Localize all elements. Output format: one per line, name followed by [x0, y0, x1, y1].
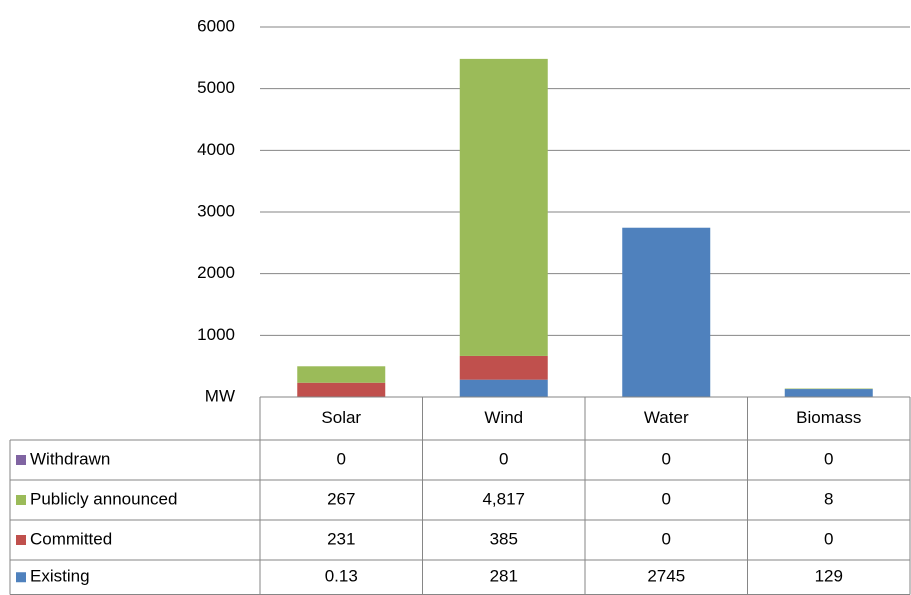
table-value: 0 [824, 449, 833, 468]
legend-swatch [16, 572, 26, 583]
y-tick-label: 1000 [197, 325, 235, 344]
y-tick-label: 2000 [197, 263, 235, 282]
bar-segment [297, 382, 386, 397]
x-tick-label: Biomass [796, 408, 861, 427]
table-value: 129 [815, 567, 843, 586]
x-tick-label: Solar [321, 408, 361, 427]
table-value: 281 [490, 567, 518, 586]
bar-segment [459, 355, 548, 380]
bar-segment [622, 227, 711, 397]
legend-label: Existing [30, 567, 90, 586]
table-value: 2745 [647, 567, 685, 586]
table-value: 0 [662, 489, 671, 508]
legend-swatch [16, 455, 26, 465]
bar-segment [459, 379, 548, 397]
x-tick-label: Wind [484, 408, 523, 427]
table-value: 267 [327, 489, 355, 508]
y-tick-label: 6000 [197, 16, 235, 35]
table-value: 8 [824, 489, 833, 508]
table-value: 0.13 [325, 567, 358, 586]
table-value: 0 [662, 449, 671, 468]
y-tick-label: 4000 [197, 140, 235, 159]
legend-label: Committed [30, 529, 112, 548]
y-tick-label: 5000 [197, 78, 235, 97]
bar-segment [784, 389, 873, 397]
x-tick-label: Water [644, 408, 689, 427]
y-tick-label: 3000 [197, 201, 235, 220]
table-value: 0 [824, 529, 833, 548]
bar-segment [459, 58, 548, 356]
legend-swatch [16, 535, 26, 545]
table-value: 0 [337, 449, 346, 468]
table-value: 4,817 [482, 489, 525, 508]
table-value: 0 [499, 449, 508, 468]
table-value: 0 [662, 529, 671, 548]
legend-swatch [16, 495, 26, 505]
legend-label: Publicly announced [30, 489, 177, 508]
table-value: 385 [490, 529, 518, 548]
legend-label: Withdrawn [30, 449, 110, 468]
bar-segment [297, 366, 386, 383]
table-value: 231 [327, 529, 355, 548]
y-tick-label: MW [205, 386, 235, 405]
